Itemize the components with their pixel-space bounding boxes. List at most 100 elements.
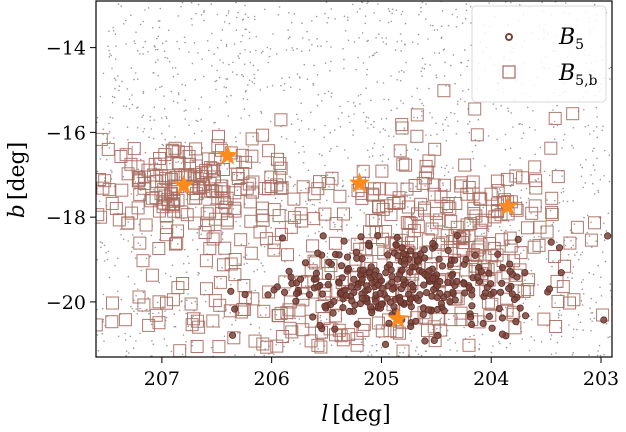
background-point xyxy=(133,78,135,81)
background-point xyxy=(149,255,152,257)
b5b-marker xyxy=(206,162,220,176)
background-point xyxy=(189,176,191,178)
b5b-marker xyxy=(194,169,208,183)
background-point xyxy=(387,8,390,10)
background-point xyxy=(482,206,485,209)
background-point xyxy=(345,209,348,211)
background-point xyxy=(495,299,497,302)
b5-marker xyxy=(378,300,386,308)
b5b-marker xyxy=(472,240,486,254)
background-point xyxy=(150,128,153,130)
background-point xyxy=(197,120,199,123)
b5b-marker xyxy=(152,204,166,218)
background-point xyxy=(373,12,375,14)
background-point xyxy=(561,175,563,177)
background-point xyxy=(394,329,396,331)
background-point xyxy=(232,61,234,64)
background-point xyxy=(459,74,462,76)
background-point xyxy=(235,1,237,4)
background-point xyxy=(244,90,247,93)
background-point xyxy=(176,243,179,245)
background-point xyxy=(198,272,200,275)
b5b-marker xyxy=(517,284,531,298)
background-point xyxy=(234,319,237,322)
b5b-marker xyxy=(272,209,286,223)
background-point xyxy=(267,177,270,179)
background-point xyxy=(420,6,422,9)
b5b-marker xyxy=(149,308,163,322)
background-point xyxy=(214,171,217,174)
b5b-marker xyxy=(427,178,441,192)
background-point xyxy=(137,106,139,108)
background-point xyxy=(125,355,127,357)
background-point xyxy=(405,290,407,292)
background-point xyxy=(501,199,504,201)
background-point xyxy=(593,130,595,132)
background-point xyxy=(260,244,263,247)
background-point xyxy=(122,23,125,25)
background-point xyxy=(173,313,176,316)
background-point xyxy=(597,350,599,352)
background-point xyxy=(297,118,299,120)
background-point xyxy=(384,167,386,169)
b5b-marker xyxy=(96,173,106,186)
background-point xyxy=(326,40,328,43)
b5-marker xyxy=(412,317,420,325)
b5b-marker xyxy=(570,220,584,234)
background-point xyxy=(597,191,600,194)
background-point xyxy=(258,327,261,329)
background-point xyxy=(265,307,268,309)
background-point xyxy=(359,209,362,211)
background-point xyxy=(211,65,213,67)
background-point xyxy=(234,354,236,356)
background-point xyxy=(120,298,122,301)
background-point xyxy=(347,19,349,21)
b5-marker xyxy=(488,324,496,332)
background-point xyxy=(436,145,438,147)
b5b-marker xyxy=(132,172,146,186)
background-point xyxy=(456,103,459,105)
background-point xyxy=(421,1,424,4)
background-point xyxy=(357,56,359,59)
b5-marker xyxy=(388,285,397,293)
background-point xyxy=(329,131,332,134)
background-point xyxy=(468,131,471,134)
background-point xyxy=(147,7,150,9)
b5b-marker xyxy=(400,216,414,230)
background-point xyxy=(608,67,611,70)
star-marker xyxy=(349,172,370,193)
b5-marker xyxy=(329,309,337,317)
background-point xyxy=(163,95,165,97)
background-point xyxy=(127,139,129,141)
b5b-marker xyxy=(212,340,226,354)
background-point xyxy=(460,62,463,64)
b5b-marker xyxy=(478,213,492,227)
b5-marker xyxy=(435,255,443,263)
background-point xyxy=(283,345,285,348)
b5-marker xyxy=(495,304,503,313)
background-point xyxy=(609,78,611,80)
background-point xyxy=(432,24,434,27)
background-point xyxy=(280,136,283,138)
b5b-marker xyxy=(439,200,453,213)
background-point xyxy=(336,230,339,232)
background-point xyxy=(505,346,508,349)
background-point xyxy=(356,11,359,13)
background-point xyxy=(512,126,514,128)
background-point xyxy=(404,347,406,349)
background-point xyxy=(177,73,179,75)
background-point xyxy=(249,323,252,326)
background-point xyxy=(557,316,560,319)
background-point xyxy=(137,168,140,171)
background-point xyxy=(162,144,165,147)
background-point xyxy=(260,52,263,54)
b5b-marker xyxy=(243,195,257,209)
background-point xyxy=(391,8,394,11)
b5-marker xyxy=(414,257,422,265)
b5-marker xyxy=(600,316,608,324)
background-point xyxy=(136,50,139,52)
background-point xyxy=(108,55,111,58)
b5b-marker xyxy=(318,207,332,221)
background-point xyxy=(452,54,455,56)
background-point xyxy=(131,94,133,96)
